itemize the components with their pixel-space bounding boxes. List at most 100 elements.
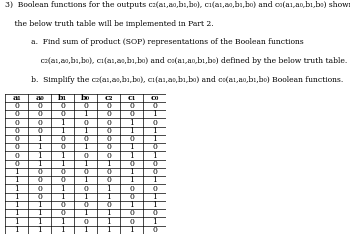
Text: 0: 0 [129, 218, 134, 226]
Text: 0: 0 [37, 110, 42, 118]
Text: 0: 0 [83, 152, 88, 160]
Text: 0: 0 [152, 168, 157, 176]
Text: 1: 1 [14, 168, 19, 176]
Text: a.  Find sum of product (SOP) representations of the Boolean functions: a. Find sum of product (SOP) representat… [5, 38, 304, 46]
Text: 1: 1 [129, 201, 134, 209]
Text: 0: 0 [14, 135, 19, 143]
Text: 1: 1 [106, 218, 111, 226]
Text: c₀: c₀ [150, 94, 159, 102]
Text: 0: 0 [14, 110, 19, 118]
Text: 1: 1 [60, 160, 65, 168]
Text: 0: 0 [129, 110, 134, 118]
Text: 0: 0 [129, 102, 134, 110]
Text: 1: 1 [37, 152, 42, 160]
Text: 1: 1 [83, 160, 88, 168]
Text: 1: 1 [14, 176, 19, 184]
Text: 0: 0 [106, 176, 111, 184]
Text: 1: 1 [37, 218, 42, 226]
Text: 0: 0 [60, 168, 65, 176]
Text: 1: 1 [14, 201, 19, 209]
Text: 0: 0 [129, 185, 134, 193]
Text: 1: 1 [106, 193, 111, 201]
Text: 1: 1 [83, 110, 88, 118]
Text: 0: 0 [60, 143, 65, 151]
Text: 0: 0 [14, 118, 19, 127]
Text: 0: 0 [129, 135, 134, 143]
Text: 1: 1 [60, 118, 65, 127]
Text: 1: 1 [129, 118, 134, 127]
Text: 1: 1 [83, 209, 88, 217]
Text: 1: 1 [37, 160, 42, 168]
Text: c₂: c₂ [105, 94, 113, 102]
Text: 1: 1 [14, 226, 19, 234]
Text: 0: 0 [37, 127, 42, 135]
Text: 0: 0 [106, 118, 111, 127]
Text: 0: 0 [60, 135, 65, 143]
Text: 1: 1 [152, 193, 157, 201]
Text: 1: 1 [129, 127, 134, 135]
Text: 0: 0 [129, 209, 134, 217]
Text: 0: 0 [152, 118, 157, 127]
Text: 1: 1 [60, 127, 65, 135]
Text: 1: 1 [129, 168, 134, 176]
Text: 0: 0 [37, 118, 42, 127]
Text: 0: 0 [83, 118, 88, 127]
Text: 0: 0 [152, 209, 157, 217]
Text: 0: 0 [152, 185, 157, 193]
Text: 0: 0 [37, 176, 42, 184]
Text: 0: 0 [37, 102, 42, 110]
Text: 0: 0 [106, 152, 111, 160]
Text: 1: 1 [14, 209, 19, 217]
Text: 0: 0 [83, 102, 88, 110]
Text: 0: 0 [152, 102, 157, 110]
Text: 1: 1 [83, 143, 88, 151]
Text: 0: 0 [106, 102, 111, 110]
Text: 0: 0 [83, 218, 88, 226]
Text: 1: 1 [106, 160, 111, 168]
Text: 0: 0 [152, 226, 157, 234]
Text: 0: 0 [106, 201, 111, 209]
Text: 1: 1 [37, 226, 42, 234]
Text: 0: 0 [106, 135, 111, 143]
Text: 1: 1 [106, 209, 111, 217]
Text: 0: 0 [106, 127, 111, 135]
Text: a₁: a₁ [13, 94, 21, 102]
Text: 1: 1 [129, 176, 134, 184]
Text: 0: 0 [60, 201, 65, 209]
Text: 0: 0 [14, 143, 19, 151]
Text: 1: 1 [152, 127, 157, 135]
Text: 0: 0 [83, 135, 88, 143]
Text: 1: 1 [106, 185, 111, 193]
Text: 1: 1 [152, 201, 157, 209]
Text: c₂(a₁,a₀,b₁,b₀), c₁(a₁,a₀,b₁,b₀) and c₀(a₁,a₀,b₁,b₀) defined by the below truth : c₂(a₁,a₀,b₁,b₀), c₁(a₁,a₀,b₁,b₀) and c₀(… [5, 57, 348, 65]
Text: 1: 1 [83, 226, 88, 234]
Text: 0: 0 [129, 193, 134, 201]
Text: 1: 1 [106, 226, 111, 234]
Text: 1: 1 [83, 176, 88, 184]
Text: b₀: b₀ [81, 94, 90, 102]
Text: 1: 1 [60, 226, 65, 234]
Text: 1: 1 [83, 127, 88, 135]
Text: c₁: c₁ [128, 94, 136, 102]
Text: 1: 1 [14, 218, 19, 226]
Text: 1: 1 [37, 143, 42, 151]
Text: 0: 0 [37, 193, 42, 201]
Text: b₁: b₁ [58, 94, 67, 102]
Text: 0: 0 [83, 168, 88, 176]
Text: 0: 0 [83, 201, 88, 209]
Text: 1: 1 [129, 143, 134, 151]
Text: 1: 1 [37, 135, 42, 143]
Text: 0: 0 [106, 143, 111, 151]
Text: 0: 0 [37, 168, 42, 176]
Text: 1: 1 [152, 110, 157, 118]
Text: 0: 0 [152, 160, 157, 168]
Text: 0: 0 [60, 176, 65, 184]
Text: 0: 0 [106, 110, 111, 118]
Text: 1: 1 [37, 209, 42, 217]
Text: b.  Simplify the c₂(a₁,a₀,b₁,b₀), c₁(a₁,a₀,b₁,b₀) and c₀(a₁,a₀,b₁,b₀) Boolean fu: b. Simplify the c₂(a₁,a₀,b₁,b₀), c₁(a₁,a… [5, 76, 343, 84]
Text: 0: 0 [14, 127, 19, 135]
Text: 3)  Boolean functions for the outputs c₂(a₁,a₀,b₁,b₀), c₁(a₁,a₀,b₁,b₀) and c₀(a₁: 3) Boolean functions for the outputs c₂(… [5, 1, 350, 9]
Text: 0: 0 [129, 160, 134, 168]
Text: 0: 0 [60, 209, 65, 217]
Text: 0: 0 [14, 102, 19, 110]
